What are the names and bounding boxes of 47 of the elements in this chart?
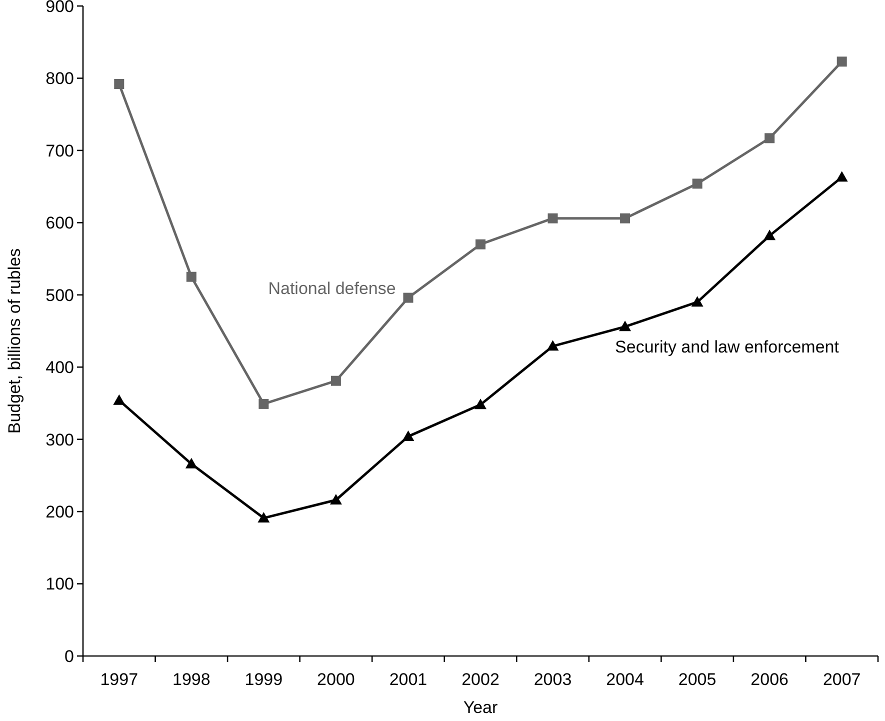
x-tick-label: 2004 [606, 670, 644, 689]
y-tick-label: 300 [46, 430, 74, 450]
x-tick-label: 2005 [678, 670, 716, 689]
y-tick-label: 600 [46, 214, 74, 233]
x-tick-label: 2003 [534, 670, 572, 689]
y-tick-label: 100 [46, 574, 74, 594]
point [258, 398, 269, 409]
point [546, 340, 559, 351]
point [258, 512, 270, 523]
series-label: Security and law enforcement [615, 338, 840, 357]
point [330, 376, 341, 386]
series-label: National defense [268, 278, 396, 298]
y-tick-label: 900 [46, 0, 74, 16]
point [836, 171, 848, 182]
y-tick-label: 0 [64, 646, 74, 666]
point [692, 178, 702, 189]
point [402, 430, 414, 441]
point [474, 398, 486, 410]
y-tick-label: 400 [46, 358, 74, 378]
x-tick-label: 2006 [750, 670, 789, 689]
x-tick-label: 2000 [317, 670, 355, 689]
y-tick-label: 700 [46, 141, 74, 160]
y-tick-label: 500 [46, 286, 74, 305]
point [620, 213, 630, 224]
point [114, 79, 124, 89]
point [691, 296, 704, 307]
point [764, 133, 775, 144]
point [619, 320, 632, 332]
x-tick-label: 1998 [172, 670, 210, 689]
x-axis-title: Year [463, 698, 498, 717]
point [764, 230, 776, 240]
point [330, 494, 342, 504]
point [403, 292, 414, 303]
x-tick-label: 2007 [822, 670, 861, 689]
point [185, 458, 198, 468]
point [836, 56, 847, 67]
point [548, 213, 558, 224]
point [113, 394, 126, 405]
point [186, 272, 196, 282]
y-tick-label: 200 [46, 502, 74, 522]
y-tick-label: 800 [46, 69, 74, 88]
x-tick-label: 2002 [462, 670, 500, 689]
x-tick-label: 2001 [389, 670, 428, 689]
x-tick-label: 1999 [244, 670, 283, 689]
x-tick-label: 1997 [100, 670, 138, 689]
point [476, 239, 486, 250]
y-axis-title: Budget, billions of rubles [5, 248, 24, 434]
